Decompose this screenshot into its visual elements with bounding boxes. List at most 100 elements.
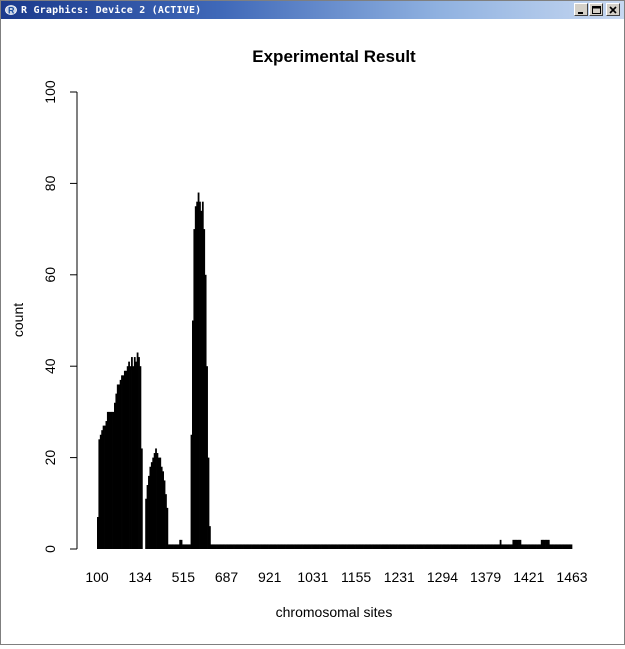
bar [111,411,113,549]
maximize-icon[interactable] [589,3,603,16]
bar [498,544,501,549]
bar [513,539,516,549]
bar [251,544,254,549]
bar [116,384,119,549]
bar [156,453,159,549]
bar [373,544,376,549]
bar-chart: Experimental Result chromosomal sites co… [10,47,588,620]
bar [289,544,292,549]
bar [347,544,350,549]
bar [209,526,211,549]
bar [330,544,333,549]
bar [129,366,132,549]
bar [233,544,235,549]
bar [163,480,166,549]
bar [260,544,262,549]
y-tick-label: 20 [42,450,58,466]
bar [167,544,170,549]
bar [394,544,397,549]
bar [223,544,225,549]
bar [488,544,491,549]
bar [235,544,238,549]
bar [478,544,481,549]
bar [152,457,155,549]
bar [115,393,118,549]
bar [413,544,415,549]
close-icon[interactable] [606,3,620,16]
bar [554,544,557,549]
bar [569,544,571,549]
bar [546,539,549,549]
bar [278,544,281,549]
bar [132,366,135,549]
bar [340,544,343,549]
bar [119,379,122,549]
x-tick-label: 1155 [341,569,371,585]
bar [122,375,125,549]
bar [328,544,330,549]
bar [238,544,241,549]
x-tick-label: 921 [258,569,282,585]
bar [397,544,400,549]
bar [169,544,172,549]
bar [187,544,190,549]
bar [284,544,286,549]
bar [423,544,425,549]
bar [434,544,437,549]
bar [186,544,189,549]
bar [440,544,442,549]
bar [447,544,449,549]
bar [557,544,560,549]
bar [230,544,233,549]
bar [106,411,109,549]
bar [282,544,285,549]
bar [444,544,447,549]
bar [244,544,247,549]
bar [390,544,393,549]
bar [537,544,540,549]
bar [380,544,383,549]
bar [159,457,162,549]
bar [245,544,248,549]
bar [549,544,552,549]
title-bar[interactable]: R R Graphics: Device 2 (ACTIVE) [1,1,624,19]
bar [333,544,336,549]
bar [468,544,471,549]
bar [123,370,126,549]
bar [296,544,299,549]
bar [467,544,469,549]
bar [418,544,421,549]
bar [148,475,150,549]
bar [323,544,326,549]
window-title: R Graphics: Device 2 (ACTIVE) [21,4,202,16]
bar [140,448,143,549]
bar [269,544,272,549]
bar [494,544,496,549]
bar [226,544,228,549]
bar [157,457,160,549]
minimize-icon[interactable] [574,3,588,16]
bar [492,544,495,549]
bar [350,544,353,549]
y-tick-label: 80 [42,175,58,191]
bar [189,544,191,549]
bar [325,544,328,549]
bar [417,544,420,549]
bar [505,544,508,549]
bar [199,201,201,549]
bar [421,544,424,549]
bar [408,544,411,549]
bar [306,544,309,549]
bar [393,544,396,549]
bar [458,544,461,549]
bar [264,544,267,549]
bar [525,544,527,549]
bar [136,352,139,549]
bar [261,544,264,549]
bar [562,544,564,549]
bar [349,544,352,549]
bar [298,544,301,549]
bar [206,366,208,549]
bar [345,544,347,549]
bar [170,544,173,549]
